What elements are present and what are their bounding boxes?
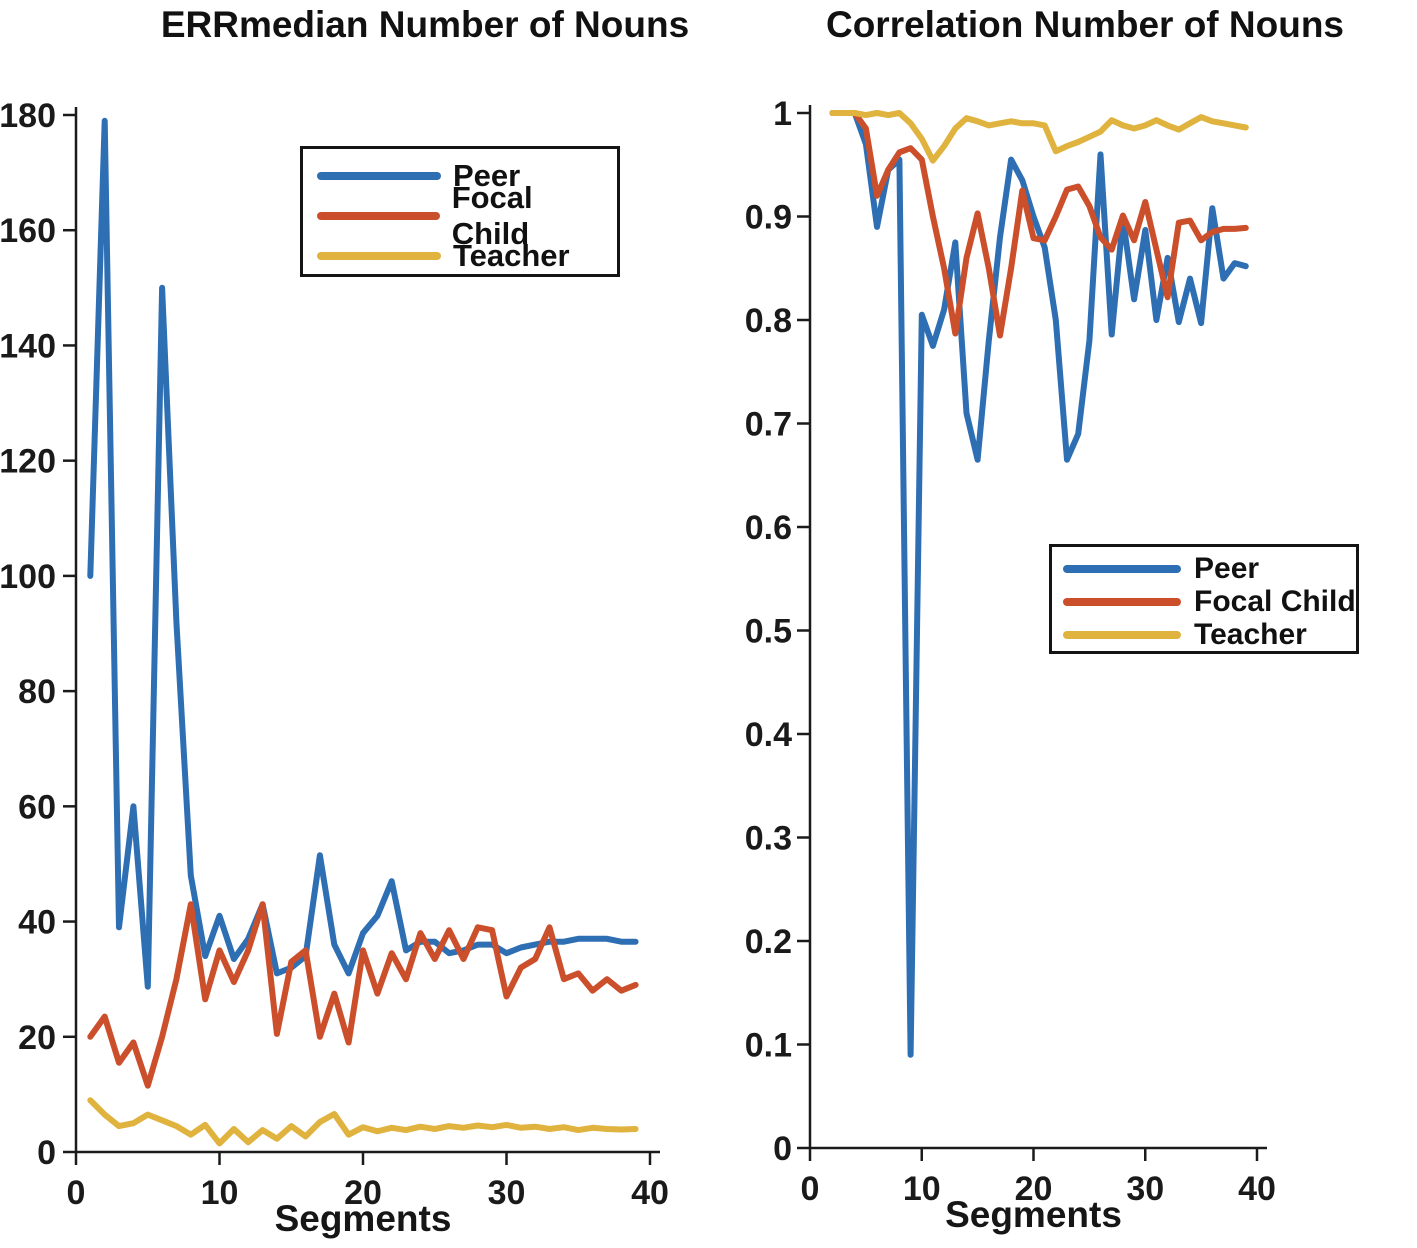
legend-label-focal-child: Focal Child [1194, 584, 1356, 618]
legend-row-teacher: Teacher [1052, 618, 1356, 651]
legend-row-focal-child: Focal Child [1052, 585, 1356, 618]
x-tick-label: 10 [903, 1170, 941, 1208]
legend-label-peer: Peer [453, 158, 521, 193]
y-tick-label: 120 [0, 443, 56, 481]
y-tick-label: 0.6 [745, 509, 792, 547]
focal-child-line-swatch [1063, 597, 1181, 606]
y-tick-label: 0.3 [745, 820, 792, 858]
series-line-teacher [87, 1097, 639, 1147]
x-tick-label: 30 [488, 1174, 526, 1212]
y-tick-label: 0 [37, 1134, 56, 1172]
legend-label-focal-child: Focal Child [451, 180, 533, 251]
y-tick-label: 80 [18, 673, 56, 711]
y-tick-label: 0.4 [745, 716, 792, 754]
legend-row-teacher: Teacher [303, 236, 617, 276]
legend-row-peer: Peer [303, 156, 617, 196]
series-line-peer [829, 110, 1249, 1058]
x-tick-label: 30 [1126, 1170, 1164, 1208]
right-chart-title: Correlation Number of Nouns [825, 4, 1345, 45]
left-legend: Peer Focal Child Teacher [300, 146, 620, 277]
series-line-focal-child [829, 110, 1249, 339]
x-tick-label: 40 [1238, 1170, 1276, 1208]
y-tick-label: 0.5 [745, 613, 792, 651]
y-tick-label: 0.1 [745, 1027, 792, 1065]
y-tick-label: 20 [18, 1019, 56, 1057]
y-tick-label: 100 [0, 558, 56, 596]
x-tick-label: 0 [801, 1170, 820, 1208]
x-tick-label: 40 [631, 1174, 669, 1212]
peer-line-swatch [317, 172, 441, 180]
y-tick-label: 0.2 [745, 923, 792, 961]
legend-row-peer: Peer [1052, 552, 1356, 585]
x-tick-label: 20 [1015, 1170, 1053, 1208]
legend-row-focal-child: Focal Child [303, 180, 617, 251]
teacher-line-swatch [1063, 630, 1181, 639]
left-xaxis-label: Segments [274, 1198, 452, 1239]
y-tick-label: 60 [18, 788, 56, 826]
y-tick-label: 180 [0, 97, 56, 135]
y-tick-label: 140 [0, 327, 56, 365]
left-chart-title: ERRmedian Number of Nouns [160, 4, 690, 45]
legend-label-peer: Peer [1194, 551, 1260, 585]
y-tick-label: 1 [773, 95, 792, 133]
x-tick-label: 20 [344, 1174, 382, 1212]
x-tick-label: 10 [201, 1174, 239, 1212]
y-tick-label: 0.7 [745, 406, 792, 444]
y-tick-label: 0.8 [745, 302, 792, 340]
right-legend: Peer Focal Child Teacher [1049, 544, 1359, 654]
focal-child-line-swatch [317, 212, 440, 220]
series-line-focal-child [87, 901, 639, 1089]
y-tick-label: 0.9 [745, 199, 792, 237]
y-tick-label: 40 [18, 904, 56, 942]
y-tick-label: 0 [773, 1130, 792, 1168]
x-tick-label: 0 [67, 1174, 86, 1212]
right-xaxis-label: Segments [945, 1194, 1122, 1235]
y-tick-label: 160 [0, 212, 56, 250]
legend-label-teacher: Teacher [453, 238, 570, 273]
peer-line-swatch [1063, 564, 1181, 573]
series-line-teacher [829, 110, 1249, 164]
teacher-line-swatch [317, 252, 441, 260]
legend-label-teacher: Teacher [1194, 617, 1307, 651]
